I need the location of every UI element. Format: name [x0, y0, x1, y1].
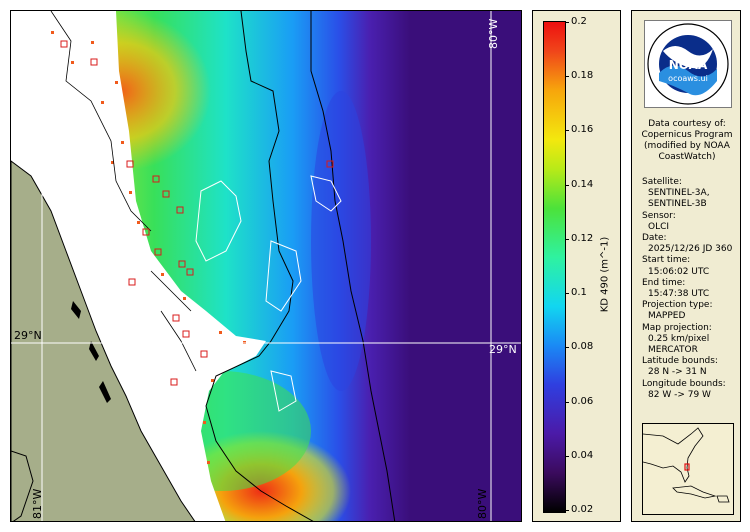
colorbar-tick-label: 0.2 [571, 16, 587, 27]
colorbar-tick-label: 0.14 [571, 178, 594, 190]
sensor-label: Sensor: [642, 210, 676, 221]
inset-cuba [672, 485, 717, 499]
noaa-logo: NOAA ocoaws.ui [644, 20, 732, 108]
projection-type-label: Projection type: [642, 300, 713, 311]
map-projection-label: Map projection: [642, 322, 712, 333]
colorbar-tick-mark [565, 510, 569, 511]
svg-text:ocoaws.ui: ocoaws.ui [668, 74, 708, 83]
longitude-bounds-value: 82 W -> 79 W [648, 389, 711, 400]
info-panel: NOAA ocoaws.ui Data courtesy of: Coperni… [631, 10, 741, 522]
inset-us-coast [643, 427, 704, 483]
colorbar-tick-label: 0.06 [571, 395, 594, 407]
lon-label-80w-top: 80°W [487, 18, 500, 49]
colorbar-tick-mark [565, 401, 569, 403]
map-panel[interactable]: 80°W 80°W 81°W 81°W 29°N 29°N [10, 10, 522, 522]
sensor-value: OLCI [648, 221, 670, 232]
colorbar-tick-label: 0.16 [571, 124, 594, 136]
station-markers [60, 40, 334, 386]
florida-land [11, 160, 196, 521]
svg-text:NOAA: NOAA [669, 58, 708, 72]
latitude-bounds-label: Latitude bounds: [642, 356, 718, 367]
projection-type-value: MAPPED [648, 311, 686, 322]
lat-label-29n-left: 29°N [14, 329, 42, 342]
date-label: Date: [642, 233, 667, 244]
colorbar-tick-mark [565, 22, 569, 23]
lon-label-81w-bottom: 81°W [31, 488, 44, 519]
map-projection-name: MERCATOR [648, 345, 698, 356]
lon-label-81w-top: 81°W [44, 18, 57, 49]
metadata-block: Satellite: SENTINEL-3A, SENTINEL-3B Sens… [642, 177, 742, 401]
colorbar-tick-mark [565, 455, 569, 457]
colorbar-tick-label: 0.12 [571, 232, 594, 244]
colorbar [543, 21, 566, 513]
longitude-bounds-label: Longitude bounds: [642, 378, 726, 389]
colorbar-tick-mark [565, 347, 569, 349]
colorbar-tick-mark [565, 293, 569, 295]
colorbar-tick-mark [565, 184, 569, 186]
satellite-label: Satellite: [642, 177, 682, 187]
colorbar-tick-label: 0.18 [571, 70, 594, 82]
clear-water-band [311, 91, 371, 391]
barrier-island [71, 301, 111, 403]
colorbar-unit-label: KD 490 (m^-1) [599, 236, 611, 313]
colorbar-tick-label: 0.08 [571, 341, 594, 353]
land-small-west [11, 450, 34, 521]
data-credit: Data courtesy of: Copernicus Program (mo… [641, 119, 733, 162]
noaa-emblem-icon: NOAA ocoaws.ui [647, 23, 729, 105]
coastline-outline [205, 11, 314, 521]
lake-contours [195, 175, 342, 412]
lon-label-80w-bottom: 80°W [476, 488, 489, 519]
start-time-label: Start time: [642, 255, 691, 266]
inset-hispaniola [716, 495, 730, 503]
locator-svg [643, 424, 733, 514]
latitude-bounds-value: 28 N -> 31 N [648, 367, 707, 378]
shelf-line [310, 11, 396, 521]
county-lines [50, 11, 197, 372]
end-time-label: End time: [642, 277, 686, 288]
date-value: 2025/12/26 JD 360 [648, 244, 733, 255]
colorbar-tick-mark [565, 76, 569, 78]
colorbar-tick-label: 0.02 [571, 504, 594, 515]
colorbar-panel: 0.2 0.18 0.16 0.14 0.12 0.1 0.08 0.06 0.04 0.02 K… [532, 10, 621, 522]
satellite-value-1: SENTINEL-3A, [648, 188, 710, 199]
end-time-value: 15:47:38 UTC [648, 289, 710, 300]
colorbar-tick-mark [565, 130, 569, 132]
kd490-map[interactable] [11, 11, 522, 522]
lat-label-29n-right: 29°N [489, 343, 517, 356]
colorbar-tick-label: 0.04 [571, 449, 594, 461]
locator-inset-map [642, 423, 734, 515]
map-projection-resolution: 0.25 km/pixel [648, 333, 710, 344]
satellite-value-2: SENTINEL-3B [648, 199, 707, 210]
inset-extent-box [684, 463, 690, 471]
start-time-value: 15:06:02 UTC [648, 266, 710, 277]
colorbar-tick-label: 0.1 [571, 287, 587, 299]
colorbar-tick-mark [565, 238, 569, 240]
